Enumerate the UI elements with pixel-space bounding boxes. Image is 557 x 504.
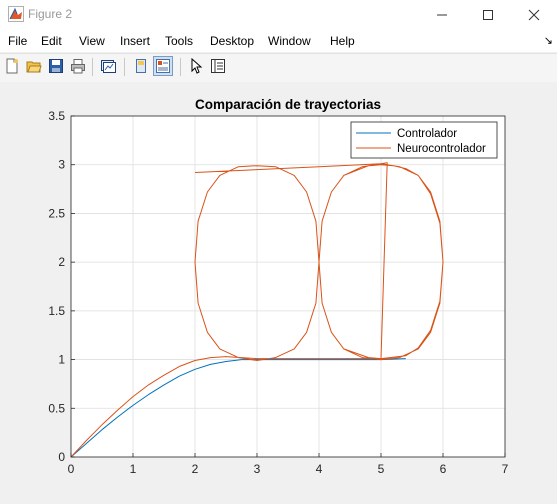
x-tick-label: 4 (316, 462, 323, 476)
property-inspector-button[interactable] (208, 56, 228, 76)
show-plot-tools-dock-button[interactable] (153, 56, 173, 76)
close-button[interactable] (511, 0, 557, 30)
dock-arrow-icon[interactable]: ↘ (543, 35, 553, 47)
x-tick-label: 3 (254, 462, 261, 476)
plot-svg[interactable]: 0 1 2 3 4 5 6 7 0 0.5 1 1.5 2 2.5 3 3.5 Comparación de … (0, 82, 557, 504)
x-tick-label: 2 (192, 462, 199, 476)
menu-view[interactable]: View (79, 34, 105, 48)
y-tick-label: 2.5 (48, 206, 65, 220)
series-line-controlador[interactable] (70, 358, 406, 458)
maximize-icon (483, 10, 493, 20)
link-plot-button[interactable] (98, 56, 118, 76)
close-icon (528, 9, 540, 21)
menu-edit[interactable]: Edit (41, 34, 62, 48)
maximize-button[interactable] (465, 0, 511, 30)
save-button[interactable] (46, 56, 66, 76)
axes-box (70, 115, 506, 458)
save-icon (49, 59, 63, 73)
property-inspector-icon (211, 59, 225, 73)
x-tick-label: 0 (68, 462, 75, 476)
menu-help[interactable]: Help (330, 34, 355, 48)
new-file-icon (6, 58, 18, 74)
y-tick-label: 1 (58, 353, 65, 367)
chart-title: Comparación de trayectorias (195, 97, 381, 112)
y-tick-label: 0.5 (48, 401, 65, 415)
menu-desktop[interactable]: Desktop (210, 34, 255, 48)
printer-icon (71, 59, 85, 74)
minimize-icon (437, 14, 447, 16)
plot-tools-dock-icon (156, 59, 170, 73)
series-layer (70, 162, 444, 458)
menu-bar (0, 30, 557, 52)
legend-box (350, 121, 498, 159)
menu-file[interactable]: File (8, 34, 28, 48)
series-line-neurocontrolador[interactable] (70, 162, 444, 458)
plot-tools-icon (136, 59, 146, 73)
matlab-figure-icon (8, 6, 24, 22)
x-tick-label: 6 (440, 462, 447, 476)
y-tick-label: 1.5 (48, 304, 65, 318)
legend-label: Neurocontrolador (397, 143, 486, 155)
x-tick-label: 7 (502, 462, 509, 476)
axes-background[interactable] (71, 116, 505, 457)
hide-plot-tools-button[interactable] (131, 56, 151, 76)
open-file-button[interactable] (24, 56, 44, 76)
x-tick-label: 1 (130, 462, 137, 476)
link-plot-icon (101, 60, 116, 73)
pointer-arrow-icon (191, 58, 203, 74)
window-title: Figure 2 (28, 7, 73, 21)
print-button[interactable] (68, 56, 88, 76)
title-bar: Figure 2 (0, 0, 557, 30)
toolbar-separator (92, 58, 93, 76)
y-tick-label: 0 (58, 450, 65, 464)
menu-window[interactable]: Window (268, 34, 311, 48)
toolbar-separator (180, 58, 181, 76)
legend[interactable]: Controlador Neurocontrolador (350, 121, 498, 159)
toolbar-separator (124, 58, 125, 76)
y-tick-label: 3 (58, 158, 65, 172)
open-folder-icon (26, 61, 42, 73)
axis-ticks: 0 1 2 3 4 5 6 7 0 0.5 1 1.5 2 2.5 3 3.5 (48, 109, 508, 476)
minimize-button[interactable] (419, 0, 465, 30)
edit-plot-button[interactable] (186, 56, 206, 76)
menu-tools[interactable]: Tools (165, 34, 194, 48)
legend-label: Controlador (397, 128, 457, 140)
y-tick-label: 3.5 (48, 109, 65, 123)
x-tick-label: 5 (378, 462, 385, 476)
figure-canvas: 0 1 2 3 4 5 6 7 0 0.5 1 1.5 2 2.5 3 3.5 Comparación de … (0, 82, 557, 504)
new-figure-button[interactable] (2, 56, 22, 76)
menu-insert[interactable]: Insert (120, 34, 151, 48)
y-tick-label: 2 (58, 255, 65, 269)
